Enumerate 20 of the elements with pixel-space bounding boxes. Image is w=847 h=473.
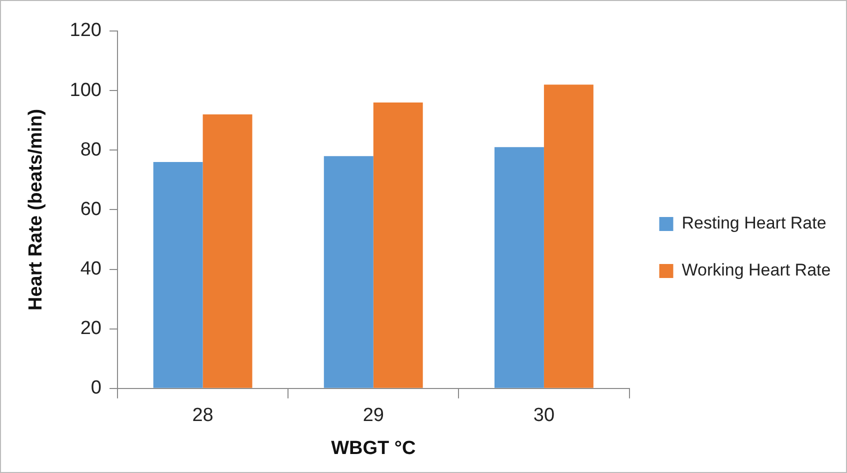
y-tick-label: 60 <box>80 198 102 220</box>
bar <box>544 84 594 388</box>
x-axis-title: WBGT °C <box>331 438 416 459</box>
y-tick-label: 100 <box>70 80 102 101</box>
x-tick-label: 29 <box>362 405 384 426</box>
y-tick-label: 20 <box>80 318 102 340</box>
x-tick-label: 28 <box>192 405 214 426</box>
bar <box>153 162 203 388</box>
bar <box>494 147 544 388</box>
x-tick-label: 30 <box>533 405 555 426</box>
y-axis-title: Heart Rate (beats/min) <box>26 108 47 311</box>
y-tick-label: 0 <box>90 378 102 399</box>
bar <box>373 102 423 388</box>
y-tick-label: 40 <box>80 258 102 280</box>
legend-label: Working Heart Rate <box>682 260 831 280</box>
y-tick-label: 80 <box>80 139 102 160</box>
bar <box>324 156 374 388</box>
bar <box>202 114 252 388</box>
y-tick-label: 120 <box>70 20 102 42</box>
legend-label: Resting Heart Rate <box>682 214 826 233</box>
